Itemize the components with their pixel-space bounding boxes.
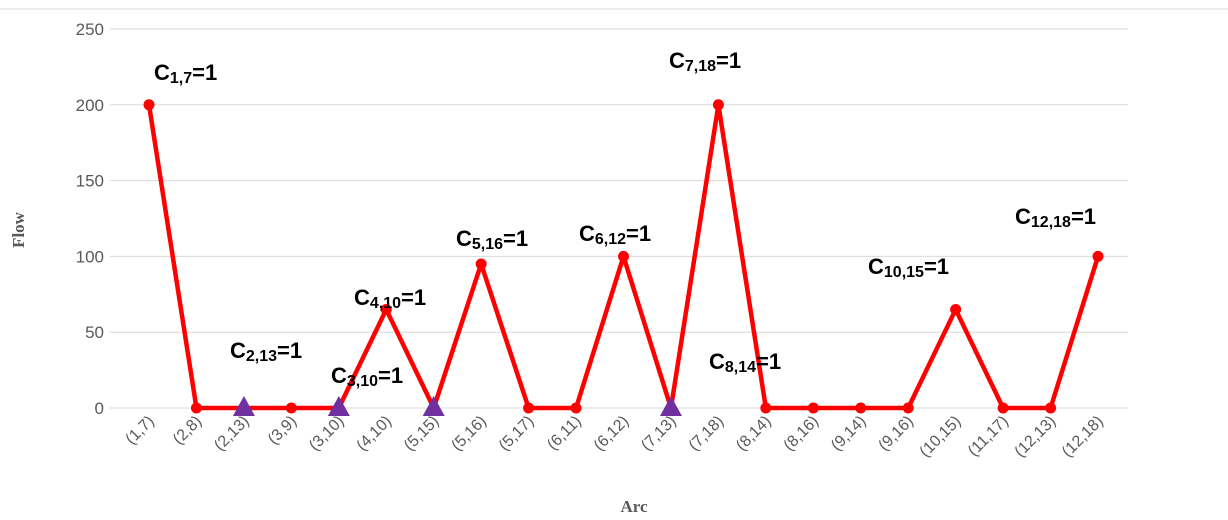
x-tick-label: (1,7) — [123, 413, 158, 448]
data-point — [760, 403, 771, 414]
data-point — [1093, 251, 1104, 262]
x-tick-label: (9,14) — [828, 413, 870, 455]
y-tick-label: 0 — [95, 399, 104, 418]
data-point-triangle — [660, 396, 682, 416]
y-tick-label: 100 — [76, 247, 104, 266]
annotation-label: C10,15=1 — [868, 254, 949, 281]
data-point — [286, 403, 297, 414]
x-tick-label: (10,15) — [917, 413, 965, 461]
data-point — [144, 99, 155, 110]
y-tick-label: 50 — [85, 323, 104, 342]
annotation-label: C3,10=1 — [331, 363, 403, 390]
x-tick-label: (5,16) — [448, 413, 490, 455]
data-point — [950, 304, 961, 315]
annotation-label: C8,14=1 — [709, 349, 781, 376]
y-tick-label: 250 — [76, 20, 104, 39]
x-tick-label: (2,13) — [211, 413, 253, 455]
x-tick-label: (12,13) — [1012, 413, 1060, 461]
x-axis-title: Arc — [620, 497, 648, 516]
x-tick-label: (11,17) — [965, 413, 1012, 460]
annotations: C1,7=1 C2,13=1 C3,10=1 C4,10=1 C5,16=1 C6,12=… — [154, 48, 1096, 390]
data-point-triangle — [423, 396, 445, 416]
x-tick-label: (8,16) — [781, 413, 823, 455]
data-point — [998, 403, 1009, 414]
annotation-label: C2,13=1 — [230, 338, 302, 365]
data-point — [523, 403, 534, 414]
data-point — [855, 403, 866, 414]
annotation-label: C4,10=1 — [354, 285, 426, 312]
x-tick-label: (8,14) — [733, 413, 775, 455]
x-tick-label: (6,11) — [544, 413, 585, 454]
x-axis-ticks: (1,7) (2,8) (2,13) (3,9) (3,10) (4,10) (5,15)(… — [123, 413, 1107, 461]
data-point — [808, 403, 819, 414]
annotation-label: C6,12=1 — [579, 221, 651, 248]
x-tick-label: (12,18) — [1059, 413, 1107, 461]
x-tick-label: (7,18) — [686, 413, 728, 455]
x-tick-label: (9,16) — [875, 413, 917, 455]
data-point — [713, 99, 724, 110]
y-tick-label: 150 — [76, 172, 104, 191]
data-point — [903, 403, 914, 414]
annotation-label: C7,18=1 — [669, 48, 741, 75]
data-point — [191, 403, 202, 414]
data-point — [1045, 403, 1056, 414]
x-tick-label: (7,13) — [638, 413, 680, 455]
y-axis-title: Flow — [9, 211, 28, 248]
x-tick-label: (2,8) — [170, 413, 205, 448]
x-tick-label: (5,17) — [496, 413, 538, 455]
annotation-label: C1,7=1 — [154, 60, 217, 87]
data-point — [571, 403, 582, 414]
x-tick-label: (3,9) — [265, 413, 300, 448]
x-tick-label: (4,10) — [354, 413, 396, 455]
annotation-label: C5,16=1 — [456, 226, 528, 253]
data-point — [618, 251, 629, 262]
y-tick-label: 200 — [76, 96, 104, 115]
x-tick-label: (6,12) — [591, 413, 633, 455]
series-flow — [144, 99, 1104, 416]
y-axis-ticks: 0 50 100 150 200 250 — [76, 20, 104, 418]
annotation-label: C12,18=1 — [1015, 204, 1096, 231]
x-tick-label: (5,15) — [401, 413, 443, 455]
data-point — [476, 258, 487, 269]
x-tick-label: (3,10) — [306, 413, 348, 455]
